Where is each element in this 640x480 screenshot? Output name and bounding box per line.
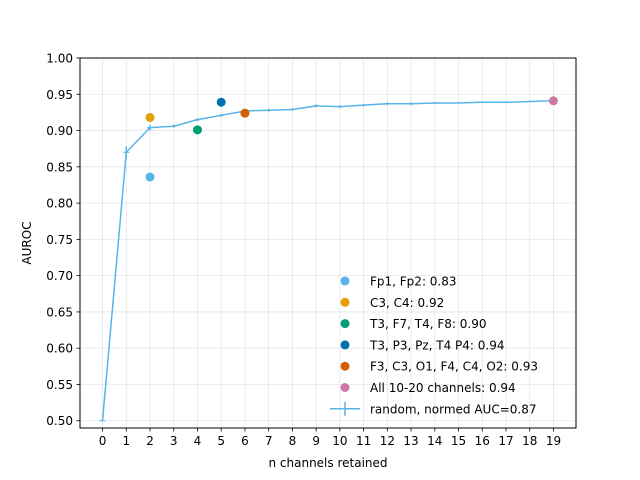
plot-area xyxy=(79,57,577,429)
legend-marker xyxy=(340,340,350,350)
legend-marker xyxy=(340,297,350,307)
channel-subset-point xyxy=(216,97,226,107)
y-axis-label: AUROC xyxy=(20,221,34,264)
channel-subset-point xyxy=(145,112,155,122)
x-tick-label: 18 xyxy=(522,434,537,448)
legend-entry-label: T3, F7, T4, F8: 0.90 xyxy=(369,317,486,331)
y-tick-label: 0.90 xyxy=(46,124,73,138)
random-series-line xyxy=(101,100,554,421)
legend-entry-label: random, normed AUC=0.87 xyxy=(370,402,537,416)
y-tick-label: 0.65 xyxy=(46,305,73,319)
y-tick-label: 0.55 xyxy=(46,378,73,392)
legend-marker xyxy=(340,383,350,392)
x-tick-label: 12 xyxy=(380,434,395,448)
y-tick-label: 0.60 xyxy=(46,342,73,356)
highlight-points xyxy=(145,96,558,182)
legend: Fp1, Fp2: 0.83 C3, C4: 0.92 T3, F7, T4, F8… xyxy=(330,275,538,416)
x-axis-label: n channels retained xyxy=(268,456,387,470)
x-tick-label: 5 xyxy=(217,434,225,448)
axis-ticks: 0 1 2 3 4 5 6 7 8 9 10 11 12 13 14 15 16 17 18 190.500.550.… xyxy=(46,52,561,449)
channel-subset-point xyxy=(548,96,558,106)
y-tick-label: 0.95 xyxy=(46,88,73,102)
y-tick-label: 0.50 xyxy=(46,414,73,428)
y-tick-label: 0.70 xyxy=(46,269,73,283)
x-tick-label: 7 xyxy=(265,434,273,448)
channel-subset-point xyxy=(240,108,250,118)
x-tick-label: 4 xyxy=(194,434,202,448)
legend-marker xyxy=(340,319,350,329)
y-tick-label: 0.75 xyxy=(46,233,73,247)
x-tick-label: 13 xyxy=(403,434,418,448)
x-tick-label: 10 xyxy=(332,434,347,448)
legend-entry-label: F3, C3, O1, F4, C4, O2: 0.93 xyxy=(370,360,538,374)
x-tick-label: 16 xyxy=(475,434,490,448)
x-tick-label: 14 xyxy=(427,434,442,448)
x-tick-label: 19 xyxy=(546,434,561,448)
x-tick-label: 6 xyxy=(241,434,249,448)
channel-subset-point xyxy=(145,172,155,182)
legend-entry-label: All 10-20 channels: 0.94 xyxy=(370,381,516,395)
x-tick-label: 1 xyxy=(122,434,130,448)
x-tick-label: 2 xyxy=(146,434,154,448)
x-tick-label: 8 xyxy=(289,434,297,448)
x-tick-label: 0 xyxy=(99,434,107,448)
y-tick-label: 0.80 xyxy=(46,197,73,211)
y-tick-label: 1.00 xyxy=(46,52,73,66)
x-tick-label: 11 xyxy=(356,434,371,448)
x-tick-label: 17 xyxy=(498,434,513,448)
legend-entry-label: Fp1, Fp2: 0.83 xyxy=(370,275,457,289)
y-tick-label: 0.85 xyxy=(46,160,73,174)
legend-marker xyxy=(340,361,350,371)
x-tick-label: 3 xyxy=(170,434,178,448)
x-tick-label: 15 xyxy=(451,434,466,448)
legend-entry-label: T3, P3, Pz, T4 P4: 0.94 xyxy=(369,338,504,352)
channel-subset-point xyxy=(192,125,202,135)
legend-entry-label: C3, C4: 0.92 xyxy=(370,296,444,310)
legend-marker xyxy=(340,276,350,286)
x-tick-label: 9 xyxy=(312,434,320,448)
